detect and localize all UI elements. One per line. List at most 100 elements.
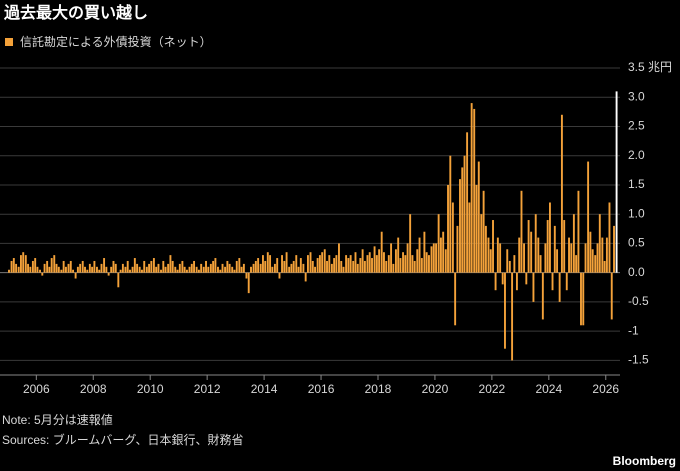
bar — [330, 263, 333, 273]
bar — [499, 243, 502, 273]
bar — [608, 202, 611, 273]
bar — [316, 258, 319, 273]
bar — [69, 260, 72, 273]
bar — [304, 272, 307, 282]
sources: Sources: ブルームバーグ、日本銀行、財務省 — [2, 432, 244, 447]
bar — [233, 269, 236, 273]
bar — [577, 190, 580, 273]
bar — [36, 266, 39, 273]
bar — [121, 263, 124, 273]
bar — [371, 258, 373, 273]
chart-title: 過去最大の買い越し — [3, 3, 148, 22]
bar — [511, 272, 514, 361]
bar — [484, 225, 487, 273]
bar — [129, 269, 131, 273]
bar — [399, 258, 402, 273]
bar — [74, 272, 77, 279]
bar — [546, 220, 549, 273]
x-tick-label: 2016 — [308, 382, 335, 396]
bar — [354, 252, 357, 273]
bar — [197, 269, 200, 273]
bar — [435, 243, 438, 273]
y-tick-label: -0.5 — [628, 294, 649, 308]
bar — [321, 252, 324, 273]
bar — [114, 263, 117, 273]
bar — [383, 252, 385, 273]
bar — [349, 255, 352, 273]
bar — [402, 252, 404, 273]
bar — [560, 114, 563, 273]
bar — [345, 255, 348, 273]
bar — [12, 258, 15, 273]
bar — [50, 258, 53, 273]
bar — [333, 258, 336, 273]
bar — [126, 260, 129, 273]
bar — [43, 263, 46, 273]
bar — [508, 260, 511, 273]
bar — [138, 266, 141, 273]
bar — [475, 184, 478, 273]
bar — [105, 266, 108, 273]
bar — [24, 255, 27, 273]
bar — [288, 266, 291, 273]
bar — [10, 260, 13, 273]
bar — [188, 266, 191, 273]
bar — [157, 263, 160, 273]
bar — [271, 266, 274, 273]
bar — [79, 263, 82, 273]
bar — [470, 103, 473, 273]
bar — [480, 214, 483, 273]
bar — [214, 258, 217, 273]
bar — [176, 269, 179, 273]
bar — [416, 249, 419, 273]
bar — [553, 225, 556, 273]
bar — [515, 272, 518, 291]
bar — [231, 266, 234, 273]
bar — [112, 260, 115, 273]
bar — [136, 263, 139, 273]
x-tick-label: 2014 — [251, 382, 278, 396]
bar — [420, 258, 423, 273]
bar — [183, 266, 186, 273]
bar — [368, 252, 371, 273]
bar — [418, 237, 421, 273]
bar — [88, 263, 91, 273]
bar — [487, 237, 490, 273]
bar — [86, 269, 89, 273]
bar — [568, 237, 570, 273]
y-tick-label: 3.0 — [628, 89, 645, 103]
bar — [428, 255, 430, 273]
bar — [110, 266, 113, 273]
bar — [297, 266, 300, 273]
bar — [292, 260, 295, 273]
bar — [373, 246, 376, 273]
bar — [378, 249, 381, 273]
bar — [27, 263, 30, 273]
bar — [302, 263, 305, 273]
bar — [473, 108, 476, 273]
bar — [347, 258, 350, 273]
bar — [133, 258, 136, 273]
bar — [100, 263, 103, 273]
bar — [119, 269, 122, 273]
y-tick-label: 0.0 — [628, 265, 645, 279]
bar — [366, 255, 369, 273]
bar — [174, 266, 177, 273]
bar — [527, 220, 530, 273]
bar — [285, 252, 288, 273]
bar — [145, 266, 148, 273]
bar — [245, 272, 248, 279]
bar — [456, 225, 459, 273]
x-tick-label: 2024 — [535, 382, 562, 396]
bar — [167, 263, 170, 273]
bar — [57, 266, 60, 273]
bar — [235, 260, 238, 273]
bar — [582, 272, 585, 326]
bar — [430, 246, 433, 273]
y-tick-label: -1.5 — [628, 353, 649, 367]
x-tick-label: 2018 — [365, 382, 392, 396]
bar — [190, 263, 193, 273]
bar — [155, 266, 158, 273]
bar — [326, 260, 328, 273]
